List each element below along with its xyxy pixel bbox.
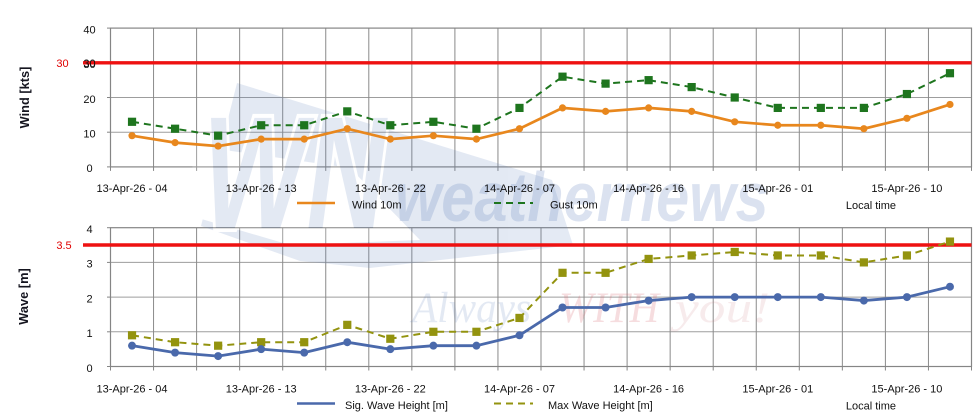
svg-text:0: 0 xyxy=(86,163,92,175)
svg-text:30: 30 xyxy=(56,58,68,70)
svg-text:40: 40 xyxy=(83,24,95,36)
svg-text:0: 0 xyxy=(86,363,92,375)
svg-text:14-Apr-26 - 07: 14-Apr-26 - 07 xyxy=(484,384,555,396)
svg-text:Wind 10m: Wind 10m xyxy=(352,200,402,212)
svg-text:15-Apr-26 - 10: 15-Apr-26 - 10 xyxy=(871,384,942,396)
svg-text:WN: WN xyxy=(203,85,388,263)
svg-text:you!: you! xyxy=(670,285,770,332)
svg-text:Wave [m]: Wave [m] xyxy=(16,268,31,324)
svg-text:3: 3 xyxy=(86,259,92,271)
svg-text:Wind [kts]: Wind [kts] xyxy=(17,67,32,129)
svg-text:Gust 10m: Gust 10m xyxy=(550,200,598,212)
svg-text:13-Apr-26 - 13: 13-Apr-26 - 13 xyxy=(226,183,297,195)
svg-text:14-Apr-26 - 16: 14-Apr-26 - 16 xyxy=(613,384,684,396)
svg-text:Sig. Wave Height [m]: Sig. Wave Height [m] xyxy=(345,400,448,412)
svg-text:4: 4 xyxy=(86,224,92,236)
svg-text:Always: Always xyxy=(409,285,531,332)
svg-text:13-Apr-26 - 13: 13-Apr-26 - 13 xyxy=(226,384,297,396)
svg-text:20: 20 xyxy=(83,94,95,106)
svg-text:15-Apr-26 - 01: 15-Apr-26 - 01 xyxy=(742,384,813,396)
svg-text:13-Apr-26 - 22: 13-Apr-26 - 22 xyxy=(355,183,426,195)
svg-text:13-Apr-26 - 04: 13-Apr-26 - 04 xyxy=(97,384,168,396)
svg-text:Local time: Local time xyxy=(846,200,896,212)
svg-text:14-Apr-26 - 16: 14-Apr-26 - 16 xyxy=(613,183,684,195)
svg-text:15-Apr-26 - 01: 15-Apr-26 - 01 xyxy=(742,183,813,195)
svg-text:14-Apr-26 - 07: 14-Apr-26 - 07 xyxy=(484,183,555,195)
svg-text:13-Apr-26 - 04: 13-Apr-26 - 04 xyxy=(97,183,168,195)
svg-text:Local time: Local time xyxy=(846,400,896,412)
svg-text:13-Apr-26 - 22: 13-Apr-26 - 22 xyxy=(355,384,426,396)
svg-text:10: 10 xyxy=(83,129,95,141)
svg-text:3.5: 3.5 xyxy=(56,240,71,252)
svg-text:2: 2 xyxy=(86,293,92,305)
svg-text:Max Wave Height [m]: Max Wave Height [m] xyxy=(548,400,653,412)
svg-text:1: 1 xyxy=(86,328,92,340)
svg-text:weathernews: weathernews xyxy=(395,157,769,236)
svg-text:15-Apr-26 - 10: 15-Apr-26 - 10 xyxy=(871,183,942,195)
svg-text:30: 30 xyxy=(83,58,95,70)
svg-text:WN: WN xyxy=(203,85,388,263)
